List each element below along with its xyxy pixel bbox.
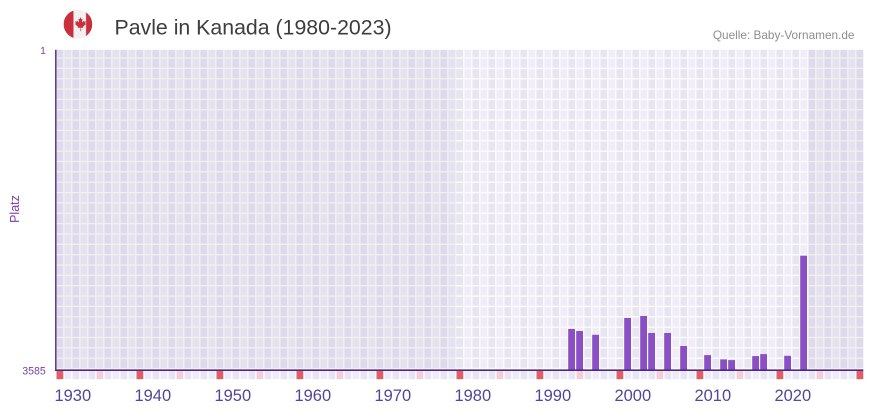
svg-text:Platz: Platz [8, 195, 22, 223]
svg-text:1970: 1970 [374, 387, 411, 405]
svg-text:2000: 2000 [614, 387, 651, 405]
svg-text:Pavle in Kanada (1980-2023): Pavle in Kanada (1980-2023) [115, 15, 392, 39]
svg-text:1990: 1990 [534, 387, 571, 405]
svg-text:1950: 1950 [214, 387, 251, 405]
svg-text:1980: 1980 [454, 387, 491, 405]
svg-text:1940: 1940 [134, 387, 171, 405]
svg-text:1: 1 [40, 46, 46, 57]
svg-text:1930: 1930 [54, 387, 91, 405]
svg-text:2010: 2010 [694, 387, 731, 405]
svg-text:3585: 3585 [22, 365, 46, 377]
svg-text:2020: 2020 [774, 387, 811, 405]
svg-text:1960: 1960 [294, 387, 331, 405]
svg-text:Quelle: Baby-Vornamen.de: Quelle: Baby-Vornamen.de [713, 28, 855, 42]
